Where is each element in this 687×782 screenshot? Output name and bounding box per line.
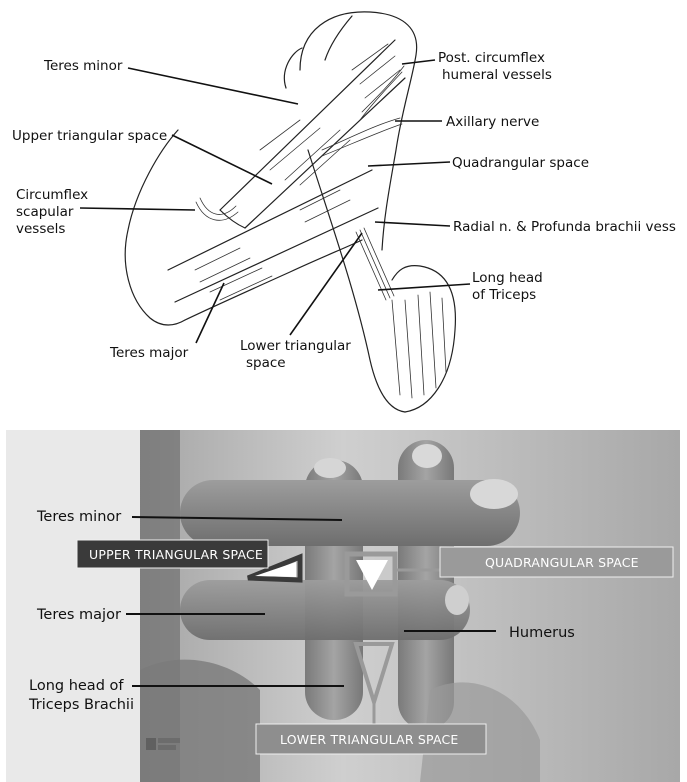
lower-triangular-space-box: LOWER TRIANGULAR SPACE	[255, 723, 487, 755]
label-circumflex-scapular-1: Circumflex	[16, 187, 88, 203]
humerus-outline	[283, 11, 418, 251]
finger-analogy-photo: UPPER TRIANGULAR SPACE QUADRANGULAR SPAC…	[6, 430, 680, 782]
label-teres-minor: Teres minor	[43, 58, 123, 74]
sketch-leader-lines	[79, 59, 471, 344]
photo-left-margin	[6, 430, 140, 782]
label-long-head-1: Long head	[472, 270, 543, 286]
svg-text:LOWER TRIANGULAR SPACE: LOWER TRIANGULAR SPACE	[280, 732, 459, 747]
quadrangle-marker	[344, 551, 398, 597]
label-radial-nerve: Radial n. & Profunda brachii vess	[453, 219, 676, 235]
label-lower-triangular-1: Lower triangular	[240, 338, 351, 354]
photo-label-long-head-1: Long head of	[29, 678, 124, 694]
photo-label-teres-minor: Teres minor	[36, 509, 121, 525]
label-circumflex-scapular-3: vessels	[16, 221, 65, 237]
scapula-outline	[124, 129, 363, 326]
label-post-circumflex-2: humeral vessels	[442, 67, 552, 83]
long-head-triceps	[307, 149, 457, 413]
teres-major-band	[167, 169, 379, 303]
photo-leader-lines	[126, 516, 496, 687]
label-circumflex-scapular-2: scapular	[16, 204, 74, 220]
quadrangular-space-box: QUADRANGULAR SPACE	[439, 546, 674, 578]
svg-text:QUADRANGULAR SPACE: QUADRANGULAR SPACE	[485, 555, 639, 570]
upper-triangle-marker	[247, 553, 303, 583]
label-post-circumflex-1: Post. circumflex	[438, 50, 545, 66]
label-teres-major: Teres major	[109, 345, 189, 361]
space-markers	[247, 551, 440, 726]
finger-analogy-panel: UPPER TRIANGULAR SPACE QUADRANGULAR SPAC…	[0, 420, 687, 782]
teres-minor-band	[219, 39, 406, 229]
upper-triangular-space-box: UPPER TRIANGULAR SPACE	[76, 539, 269, 569]
svg-text:UPPER TRIANGULAR SPACE: UPPER TRIANGULAR SPACE	[89, 547, 263, 562]
photo-label-long-head-2: Triceps Brachii	[28, 697, 134, 713]
label-axillary-nerve: Axillary nerve	[446, 114, 539, 130]
lower-triangle-marker	[353, 642, 395, 709]
anatomy-sketch-panel: Teres minor Upper triangular space Circu…	[12, 11, 676, 413]
label-upper-triangular-space: Upper triangular space	[12, 128, 167, 144]
neurovascular-bundles	[195, 65, 405, 301]
label-lower-triangular-2: space	[246, 355, 286, 371]
watermark-logo	[146, 738, 180, 750]
photo-label-teres-major: Teres major	[36, 607, 121, 623]
anatomy-sketch: Teres minor Upper triangular space Circu…	[12, 11, 676, 413]
photo-label-humerus: Humerus	[509, 625, 575, 641]
label-quadrangular-space: Quadrangular space	[452, 155, 589, 171]
label-long-head-2: of Triceps	[472, 287, 536, 303]
